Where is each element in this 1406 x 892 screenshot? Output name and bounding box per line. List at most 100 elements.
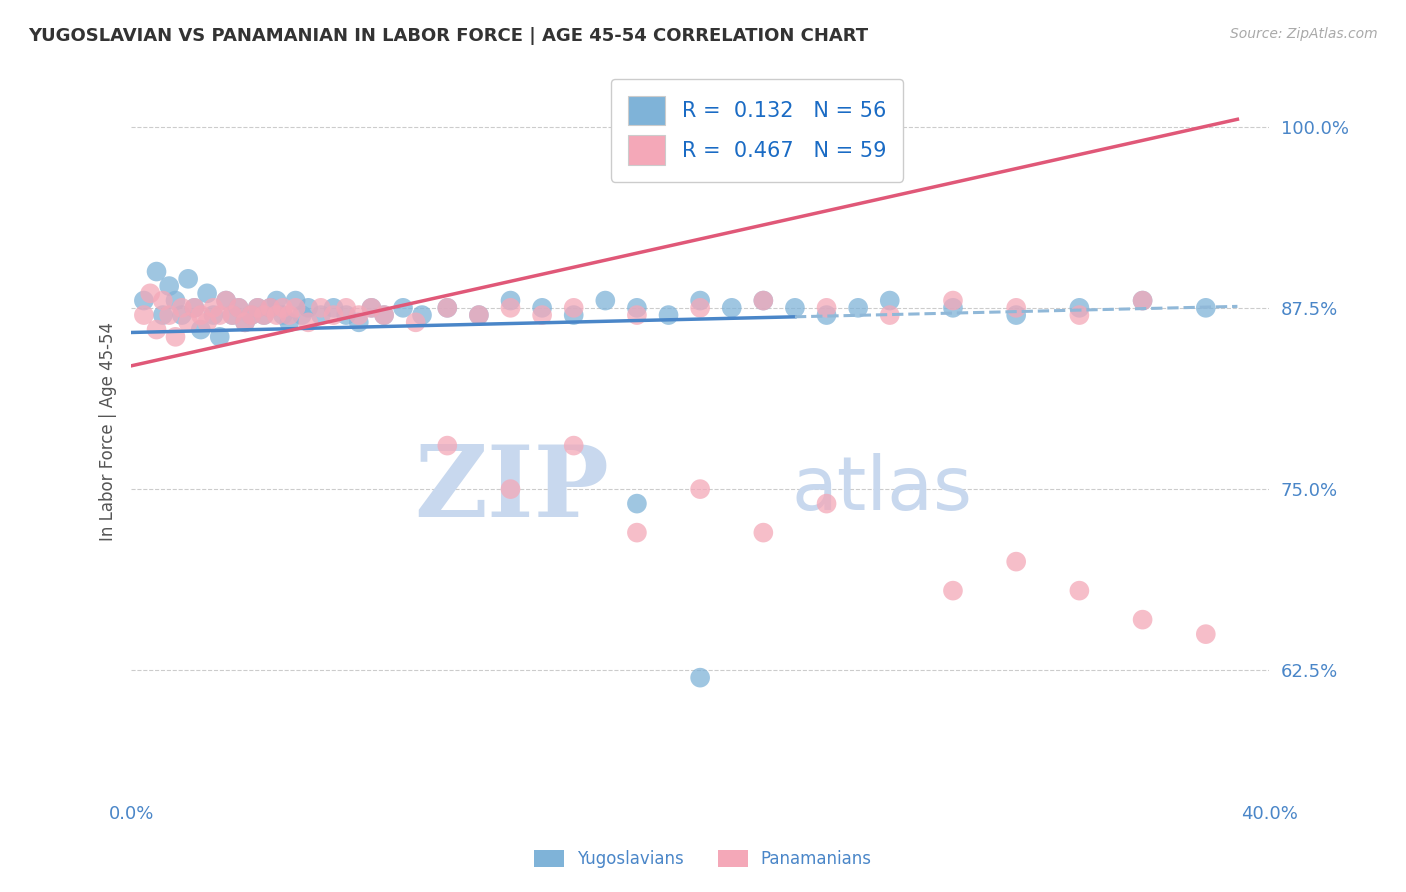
Point [132, 308, 155, 322]
Point [165, 293, 187, 308]
Point [942, 301, 965, 315]
Point [405, 315, 427, 329]
Point [145, 264, 167, 278]
Point [689, 293, 711, 308]
Point [266, 293, 288, 308]
Point [815, 301, 838, 315]
Point [657, 308, 679, 322]
Point [562, 301, 585, 315]
Point [626, 497, 648, 511]
Point [208, 308, 231, 322]
Legend: R =  0.132   N = 56, R =  0.467   N = 59: R = 0.132 N = 56, R = 0.467 N = 59 [612, 78, 903, 182]
Point [1195, 301, 1218, 315]
Point [132, 293, 155, 308]
Point [228, 301, 250, 315]
Point [221, 308, 243, 322]
Point [284, 301, 307, 315]
Point [752, 293, 775, 308]
Point [942, 583, 965, 598]
Point [1005, 301, 1028, 315]
Point [221, 308, 243, 322]
Point [157, 308, 180, 322]
Text: atlas: atlas [792, 452, 972, 525]
Point [208, 330, 231, 344]
Point [278, 315, 301, 329]
Point [233, 315, 256, 329]
Point [183, 301, 205, 315]
Point [190, 322, 212, 336]
Point [499, 482, 522, 496]
Point [392, 301, 415, 315]
Point [347, 308, 370, 322]
Point [271, 308, 294, 322]
Point [195, 315, 218, 329]
Point [689, 301, 711, 315]
Point [347, 315, 370, 329]
Point [157, 279, 180, 293]
Point [271, 301, 294, 315]
Point [177, 315, 200, 329]
Point [195, 286, 218, 301]
Point [309, 301, 332, 315]
Point [297, 301, 319, 315]
Point [190, 308, 212, 322]
Point [1005, 555, 1028, 569]
Point [246, 301, 269, 315]
Point [202, 308, 225, 322]
Point [170, 301, 193, 315]
Point [240, 308, 263, 322]
Point [373, 308, 395, 322]
Point [309, 308, 332, 322]
Point [468, 308, 491, 322]
Point [165, 330, 187, 344]
Point [411, 308, 433, 322]
Point [322, 308, 344, 322]
Text: Source: ZipAtlas.com: Source: ZipAtlas.com [1230, 27, 1378, 41]
Point [360, 301, 382, 315]
Point [752, 293, 775, 308]
Point [228, 301, 250, 315]
Point [1069, 583, 1091, 598]
Point [626, 525, 648, 540]
Point [783, 301, 806, 315]
Text: ZIP: ZIP [415, 441, 609, 538]
Point [1005, 308, 1028, 322]
Point [846, 301, 869, 315]
Point [752, 525, 775, 540]
Point [689, 671, 711, 685]
Point [436, 439, 458, 453]
Point [879, 293, 901, 308]
Point [436, 301, 458, 315]
Point [531, 301, 554, 315]
Point [291, 308, 314, 322]
Point [183, 301, 205, 315]
Point [139, 286, 162, 301]
Point [152, 293, 174, 308]
Point [626, 301, 648, 315]
Point [879, 308, 901, 322]
Point [145, 322, 167, 336]
Point [1132, 293, 1154, 308]
Point [266, 308, 288, 322]
Point [720, 301, 742, 315]
Point [335, 308, 357, 322]
Point [436, 301, 458, 315]
Point [259, 301, 281, 315]
Point [499, 301, 522, 315]
Y-axis label: In Labor Force | Age 45-54: In Labor Force | Age 45-54 [100, 322, 117, 541]
Text: YUGOSLAVIAN VS PANAMANIAN IN LABOR FORCE | AGE 45-54 CORRELATION CHART: YUGOSLAVIAN VS PANAMANIAN IN LABOR FORCE… [28, 27, 869, 45]
Point [335, 301, 357, 315]
Point [202, 301, 225, 315]
Point [259, 301, 281, 315]
Point [1132, 613, 1154, 627]
Point [815, 497, 838, 511]
Point [360, 301, 382, 315]
Point [1132, 293, 1154, 308]
Legend: Yugoslavians, Panamanians: Yugoslavians, Panamanians [527, 843, 879, 875]
Point [233, 315, 256, 329]
Point [531, 308, 554, 322]
Point [1195, 627, 1218, 641]
Point [942, 293, 965, 308]
Point [815, 308, 838, 322]
Point [297, 315, 319, 329]
